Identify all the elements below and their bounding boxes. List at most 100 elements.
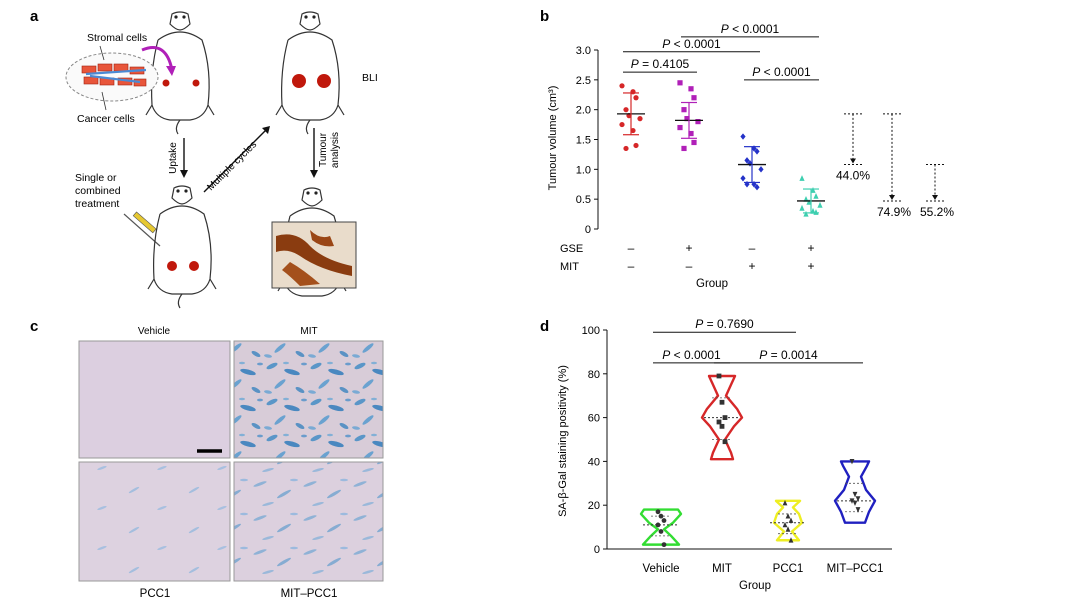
- data-point: [758, 166, 764, 173]
- data-point: [788, 537, 794, 543]
- y-tick-label: 2.5: [576, 75, 591, 87]
- leader-line: [101, 91, 107, 111]
- chart-b-reductions: 44.0% 74.9% 55.2%: [836, 113, 954, 219]
- chart-d-xlabel: Group: [739, 580, 771, 592]
- chart-d-ylabel: SA-β-Gal staining positivity (%): [557, 365, 569, 517]
- data-point: [633, 95, 639, 101]
- data-point: [630, 127, 636, 134]
- data-point: [785, 513, 791, 519]
- data-point: [849, 459, 855, 465]
- y-tick-label: 1.0: [576, 164, 591, 176]
- x-tick-label: MIT: [712, 563, 732, 575]
- data-point: [633, 142, 639, 149]
- data-point: [691, 139, 697, 146]
- tumour-large: [317, 74, 331, 88]
- data-point: [684, 116, 690, 122]
- chart-b-axes: 0 0.5 1.0 1.5 2.0 2.5 3.0: [576, 45, 599, 236]
- data-point: [623, 107, 629, 113]
- y-tick-label: 0: [585, 224, 591, 236]
- data-point: [747, 160, 753, 167]
- uptake-arrow-head: [180, 170, 188, 178]
- violin-outline: [772, 499, 804, 542]
- data-point: [661, 518, 667, 523]
- p-value-label: P < 0.0001: [752, 65, 811, 79]
- data-point: [855, 507, 861, 513]
- mouse-drawing-2: [275, 11, 345, 135]
- gse-sign: +: [807, 241, 814, 255]
- tumour-dot: [192, 79, 200, 87]
- micrograph-pcc1: [78, 461, 231, 582]
- data-point: [716, 373, 722, 379]
- data-point: [852, 500, 858, 507]
- micrograph-title-mit: MIT: [300, 326, 317, 337]
- mit-sign: +: [748, 259, 755, 273]
- y-tick-label: 0: [594, 544, 600, 556]
- p-value-label: P = 0.0014: [759, 348, 818, 362]
- y-tick-label: 40: [588, 456, 600, 468]
- panel-label-b: b: [540, 8, 549, 25]
- violin-outline: [833, 460, 877, 524]
- chart-d-violins: [639, 373, 877, 548]
- data-point: [810, 187, 816, 193]
- micrograph-vehicle: [78, 340, 231, 459]
- data-point: [688, 130, 694, 137]
- y-tick-label: 0.5: [576, 194, 591, 206]
- x-tick-label: PCC1: [773, 563, 804, 575]
- reduction-arrow-head: [850, 158, 856, 164]
- data-point: [691, 95, 697, 101]
- cycles-arrow: [203, 129, 267, 193]
- chart-b-ylabel: Tumour volume (cm³): [547, 86, 559, 191]
- syringe-icon: [123, 211, 161, 247]
- row-label-gse: GSE: [560, 243, 583, 255]
- cancer-cells-label: Cancer cells: [77, 113, 135, 125]
- gse-sign: –: [749, 241, 756, 255]
- gse-sign: +: [685, 241, 692, 255]
- data-point: [785, 526, 791, 532]
- micrograph-mit-pcc1: [233, 461, 384, 582]
- data-point: [754, 148, 760, 155]
- data-point: [619, 83, 625, 89]
- y-tick-label: 2.0: [576, 105, 591, 117]
- p-value-label: P = 0.4105: [631, 57, 690, 71]
- data-point: [661, 542, 667, 548]
- data-point: [619, 121, 625, 128]
- micrograph-title-pcc1: PCC1: [140, 588, 171, 600]
- data-point: [810, 207, 816, 214]
- panel-label-d: d: [540, 318, 549, 335]
- panel-label-a: a: [30, 8, 39, 25]
- data-point: [782, 500, 788, 506]
- data-point: [849, 498, 855, 504]
- data-point: [744, 181, 750, 188]
- y-tick-label: 20: [588, 500, 600, 512]
- y-tick-label: 100: [582, 325, 600, 337]
- leader-line: [99, 45, 105, 61]
- data-point: [655, 522, 661, 528]
- panel-b: b Tumour volume (cm³) Group GSE MIT 0 0.5…: [540, 8, 954, 290]
- chart-b-points: [617, 80, 825, 217]
- reduction-percent-label: 44.0%: [836, 169, 870, 183]
- data-point: [688, 86, 694, 92]
- reduction-arrow-head: [889, 194, 895, 200]
- treatment-label-1: Single or: [75, 172, 117, 184]
- reduction-arrow-head: [932, 194, 938, 200]
- x-tick-label: Vehicle: [642, 563, 679, 575]
- data-point: [637, 116, 643, 122]
- reduction-percent-label: 74.9%: [877, 205, 911, 219]
- tumour-medium: [167, 261, 177, 271]
- mouse-drawing-3: [147, 185, 217, 309]
- data-point: [722, 415, 728, 420]
- y-tick-label: 80: [588, 369, 600, 381]
- uptake-label: Uptake: [168, 142, 179, 174]
- micrograph-title-mit-pcc1: MIT–PCC1: [281, 588, 338, 600]
- tumour-dot: [162, 79, 170, 87]
- data-point: [788, 517, 794, 523]
- row-label-mit: MIT: [560, 261, 579, 273]
- p-value-label: P < 0.0001: [721, 22, 780, 36]
- violin-outline: [700, 374, 744, 461]
- cell-cluster-diagram: [65, 52, 159, 102]
- treatment-label-2: combined: [75, 185, 121, 197]
- injection-arrow-head: [166, 66, 176, 76]
- data-point: [719, 423, 725, 429]
